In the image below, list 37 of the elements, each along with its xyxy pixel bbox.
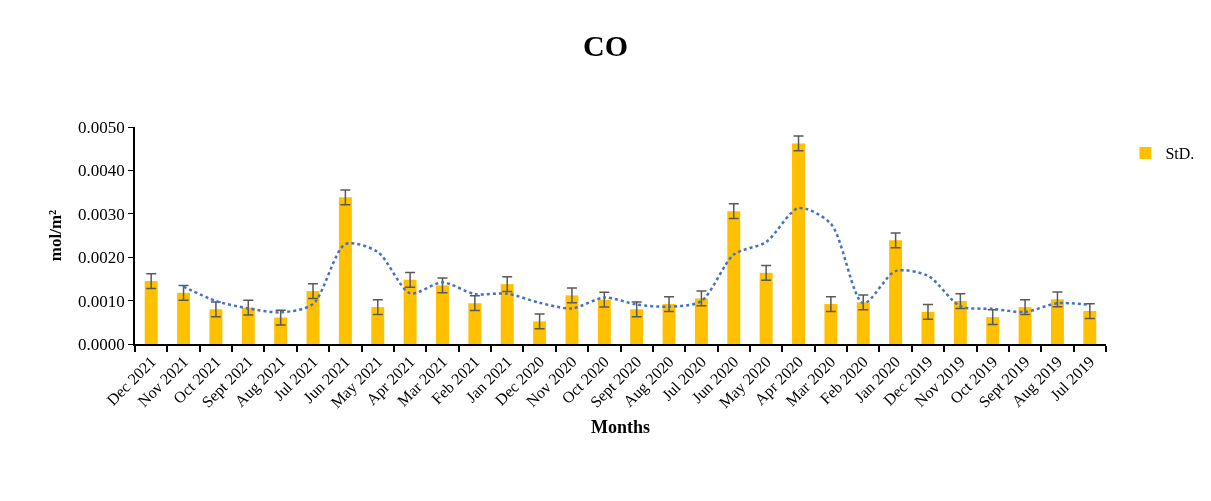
y-tick-label: 0.0020 [78, 248, 125, 268]
bar [468, 303, 482, 344]
y-tick-label: 0.0000 [78, 334, 125, 354]
bar [694, 298, 708, 344]
bar [792, 143, 805, 344]
y-tick-label: 0.0010 [78, 291, 125, 311]
bar [209, 309, 223, 344]
bar [241, 307, 255, 344]
bar [759, 272, 773, 344]
bar [565, 295, 579, 344]
y-tick-label: 0.0050 [78, 117, 125, 137]
bar [630, 309, 644, 344]
x-axis-title: Months [590, 417, 651, 438]
bar [889, 240, 903, 344]
bar [177, 292, 191, 344]
bar [662, 304, 676, 344]
bar [144, 281, 158, 344]
bar [986, 317, 1000, 344]
bar [436, 285, 449, 344]
bar [338, 197, 352, 344]
y-tick-label: 0.0040 [78, 161, 125, 181]
bar [371, 307, 385, 344]
bar [1050, 299, 1064, 344]
y-axis-title: mol/m² [46, 209, 66, 262]
bar [533, 321, 547, 344]
bar [1018, 307, 1032, 344]
bar [500, 284, 514, 344]
bar [597, 299, 611, 344]
bar [953, 301, 967, 344]
bar [727, 211, 741, 344]
chart-title: CO [583, 28, 628, 62]
y-tick-label: 0.0030 [78, 204, 125, 224]
bar [1083, 311, 1097, 344]
bar [824, 304, 838, 344]
bar [403, 279, 417, 344]
bar [274, 317, 288, 344]
legend-label: StD. [1165, 145, 1195, 163]
